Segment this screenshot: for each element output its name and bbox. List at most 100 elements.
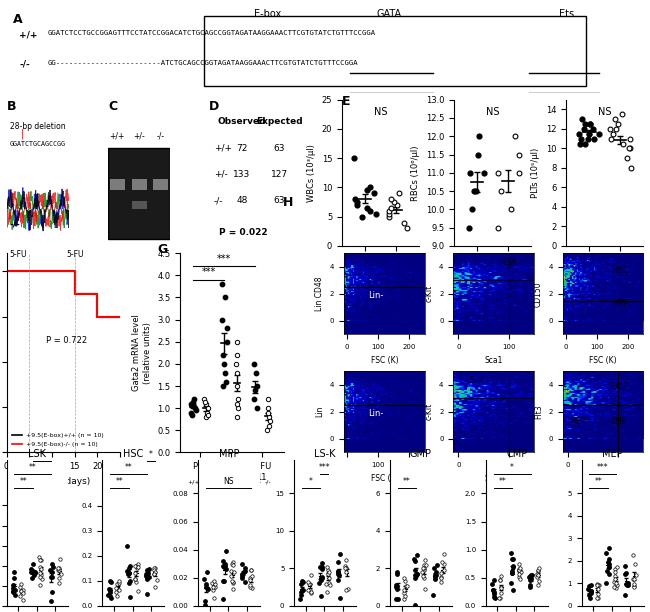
Point <box>588 124 599 134</box>
Text: E: E <box>342 95 350 108</box>
Point <box>506 204 516 214</box>
Point <box>617 110 627 119</box>
Point <box>187 410 198 420</box>
Bar <box>131 201 147 209</box>
Point <box>237 571 247 581</box>
Text: **: ** <box>403 477 411 485</box>
Point <box>8 586 18 595</box>
Point <box>200 600 210 610</box>
Text: -/-: -/- <box>20 60 30 69</box>
Point <box>533 570 543 580</box>
Point <box>532 572 543 581</box>
Point <box>604 543 614 553</box>
Text: GATA: GATA <box>376 9 401 19</box>
Point <box>324 573 334 583</box>
Point <box>218 561 229 571</box>
Point <box>245 565 255 575</box>
Text: P = 0.022: P = 0.022 <box>218 228 267 237</box>
Point <box>333 566 343 576</box>
Point <box>246 583 257 592</box>
Point <box>240 577 250 587</box>
Point <box>105 594 116 603</box>
Point <box>200 582 211 592</box>
Point <box>335 549 345 559</box>
Text: 133: 133 <box>233 170 251 179</box>
Point <box>150 582 160 592</box>
Text: -/-: -/- <box>214 196 224 205</box>
Point <box>623 580 634 590</box>
Point <box>526 574 536 584</box>
Point <box>389 197 400 207</box>
Point <box>532 566 543 576</box>
Point <box>514 565 525 575</box>
Point <box>629 579 640 589</box>
Point <box>188 401 199 411</box>
Point <box>18 595 29 605</box>
Point <box>629 582 640 592</box>
Point <box>593 580 604 589</box>
Point <box>626 163 636 173</box>
Point <box>533 565 543 575</box>
Point <box>362 185 372 195</box>
Point <box>419 573 429 583</box>
Point <box>112 580 123 589</box>
Point <box>410 556 420 566</box>
X-axis label: FSC (K): FSC (K) <box>370 474 398 483</box>
Point <box>228 577 239 587</box>
Point <box>402 581 412 591</box>
Point <box>391 594 402 603</box>
Point <box>341 567 351 577</box>
Point <box>200 580 211 589</box>
Point <box>400 577 410 586</box>
Title: CMP: CMP <box>506 449 527 459</box>
Point <box>16 580 26 589</box>
Point <box>53 563 64 573</box>
Point <box>28 568 38 578</box>
Point <box>15 582 25 592</box>
Point <box>203 410 213 420</box>
Text: G: G <box>158 243 168 256</box>
Point <box>226 571 237 581</box>
Point <box>111 588 121 597</box>
Text: ***: *** <box>217 254 231 264</box>
Point <box>343 584 353 594</box>
Text: MEP: MEP <box>569 417 585 426</box>
Point <box>603 557 614 567</box>
Point <box>489 589 500 599</box>
Point <box>333 570 344 580</box>
Point <box>321 580 332 589</box>
Text: HSC: HSC <box>611 266 629 275</box>
Point <box>217 279 228 289</box>
Point <box>18 588 29 598</box>
Point <box>514 150 524 160</box>
Point <box>604 124 615 134</box>
Point <box>514 168 524 177</box>
Point <box>140 569 151 578</box>
Point <box>237 569 248 578</box>
Point <box>508 554 519 564</box>
Text: 5-FU: 5-FU <box>66 250 83 259</box>
Point <box>508 561 518 570</box>
Point <box>226 577 237 586</box>
Point <box>53 565 64 575</box>
Point <box>582 584 593 594</box>
Point <box>315 562 325 572</box>
Text: E-box: E-box <box>254 9 281 19</box>
Point <box>493 223 503 233</box>
Point <box>9 573 20 583</box>
Point <box>610 574 620 584</box>
Point <box>352 200 362 210</box>
Point <box>604 554 615 564</box>
Point <box>510 132 521 141</box>
Point <box>610 114 620 124</box>
Point <box>514 564 525 574</box>
Point <box>297 577 307 587</box>
Point <box>411 550 422 560</box>
Y-axis label: CD150: CD150 <box>534 281 543 307</box>
Point <box>303 577 313 586</box>
Point <box>247 571 257 581</box>
Point <box>28 566 38 576</box>
Point <box>122 567 132 577</box>
Point <box>495 575 505 585</box>
Point <box>386 194 396 204</box>
